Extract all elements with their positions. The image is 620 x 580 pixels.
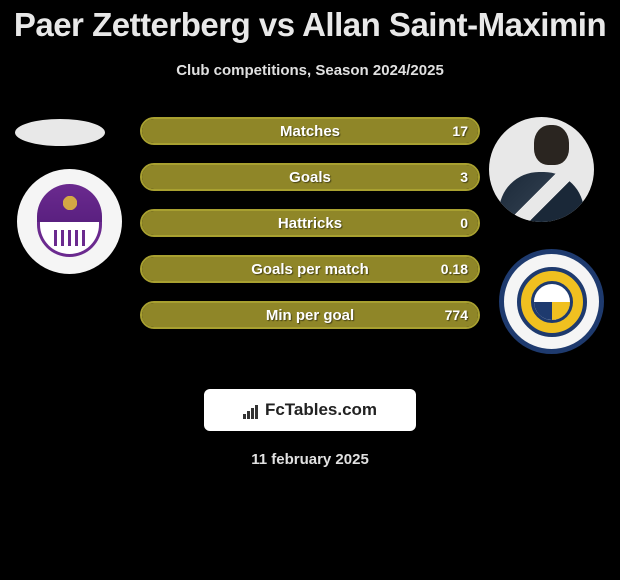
stat-right-value: 774 (445, 307, 468, 323)
stat-label: Matches (142, 123, 478, 140)
page-title: Paer Zetterberg vs Allan Saint-Maximin (0, 0, 620, 44)
stat-right-value: 3 (460, 169, 468, 185)
brand-badge: FcTables.com (204, 389, 416, 431)
stat-label: Goals (142, 169, 478, 186)
player-left-club-badge (17, 169, 122, 274)
stat-row: Goals3 (140, 163, 480, 191)
brand-text: FcTables.com (265, 400, 377, 420)
bar-chart-icon (243, 401, 261, 419)
stat-right-value: 0 (460, 215, 468, 231)
fenerbahce-crest-icon (517, 267, 587, 337)
footer-date: 11 february 2025 (0, 451, 620, 468)
player-left-avatar (15, 119, 105, 146)
stat-row: Hattricks0 (140, 209, 480, 237)
stat-label: Min per goal (142, 307, 478, 324)
stat-row: Min per goal774 (140, 301, 480, 329)
stat-label: Goals per match (142, 261, 478, 278)
stat-row: Goals per match0.18 (140, 255, 480, 283)
player-right-avatar (489, 117, 594, 222)
subtitle: Club competitions, Season 2024/2025 (0, 62, 620, 79)
comparison-area: Matches17 Goals3 Hattricks0 Goals per match… (0, 109, 620, 369)
stat-right-value: 0.18 (441, 261, 468, 277)
stat-label: Hattricks (142, 215, 478, 232)
stat-right-value: 17 (452, 123, 468, 139)
stat-row: Matches17 (140, 117, 480, 145)
stats-container: Matches17 Goals3 Hattricks0 Goals per match… (140, 117, 480, 347)
player-right-club-badge (499, 249, 604, 354)
anderlecht-crest-icon (37, 184, 102, 259)
